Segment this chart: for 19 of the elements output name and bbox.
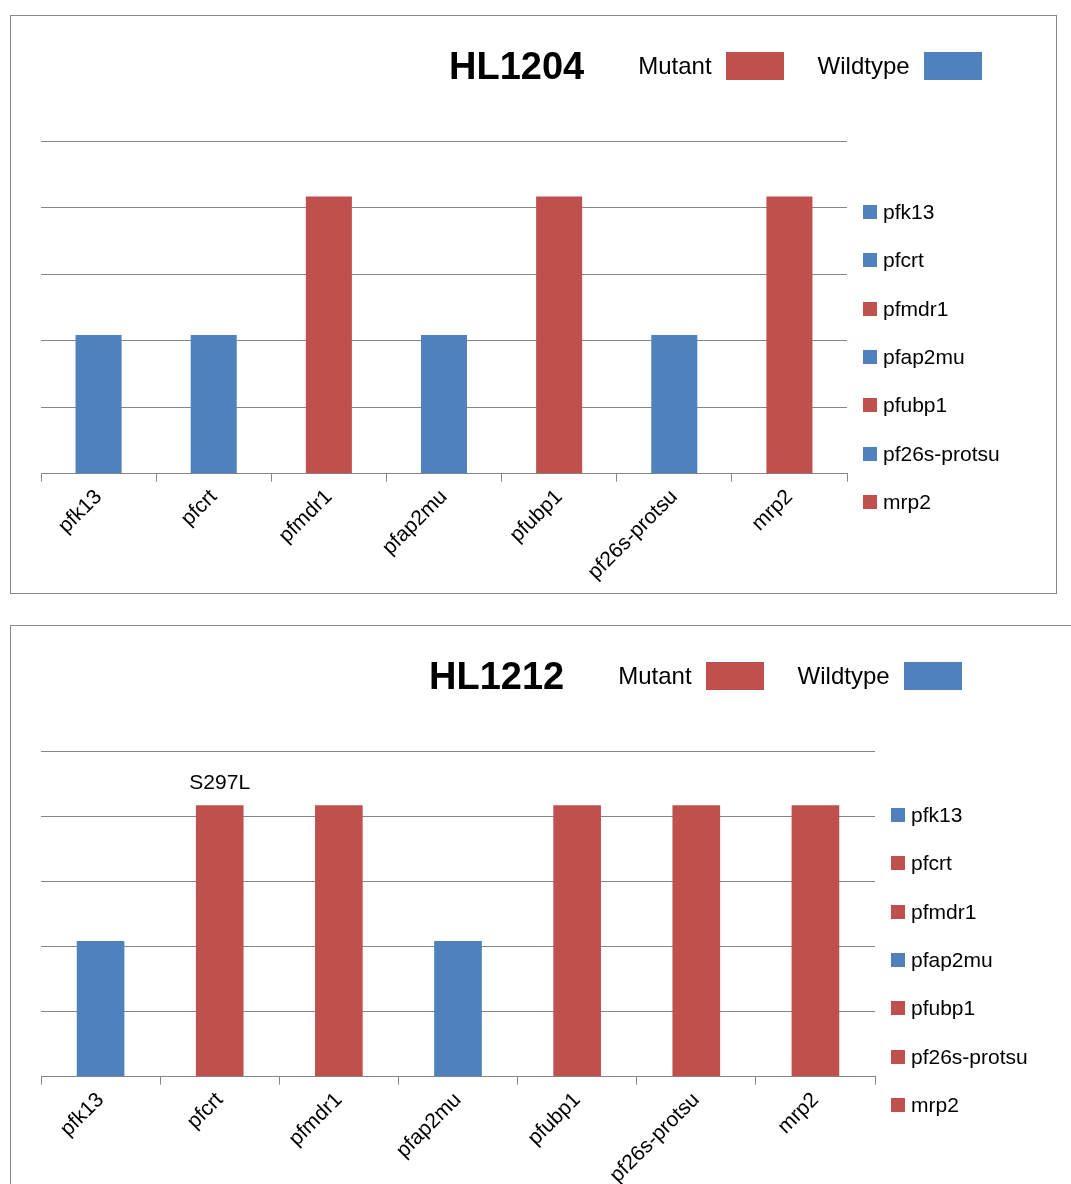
legend-label: Wildtype <box>797 662 890 690</box>
annotation: S297L <box>189 769 251 793</box>
category-label: pfmdr1 <box>883 296 949 320</box>
category-label: pfap2mu <box>883 345 965 369</box>
legend-label: Mutant <box>638 52 712 80</box>
category-label: pfubp1 <box>883 393 948 417</box>
category-label: pfcrt <box>911 851 952 875</box>
category-label: pfap2mu <box>911 948 993 972</box>
legend-label: Mutant <box>618 662 692 690</box>
category-label: pfmdr1 <box>911 899 977 923</box>
chart-title: HL1204 <box>449 44 585 88</box>
chart-title: HL1212 <box>429 654 565 698</box>
category-label: pfcrt <box>883 248 924 272</box>
category-label: pf26s-protsu <box>911 1044 1028 1068</box>
category-label: pfk13 <box>911 803 963 827</box>
legend-label: Wildtype <box>817 52 910 80</box>
category-label: pfk13 <box>883 200 935 224</box>
category-label: pfubp1 <box>911 996 976 1020</box>
category-label: pf26s-protsu <box>883 441 1000 465</box>
